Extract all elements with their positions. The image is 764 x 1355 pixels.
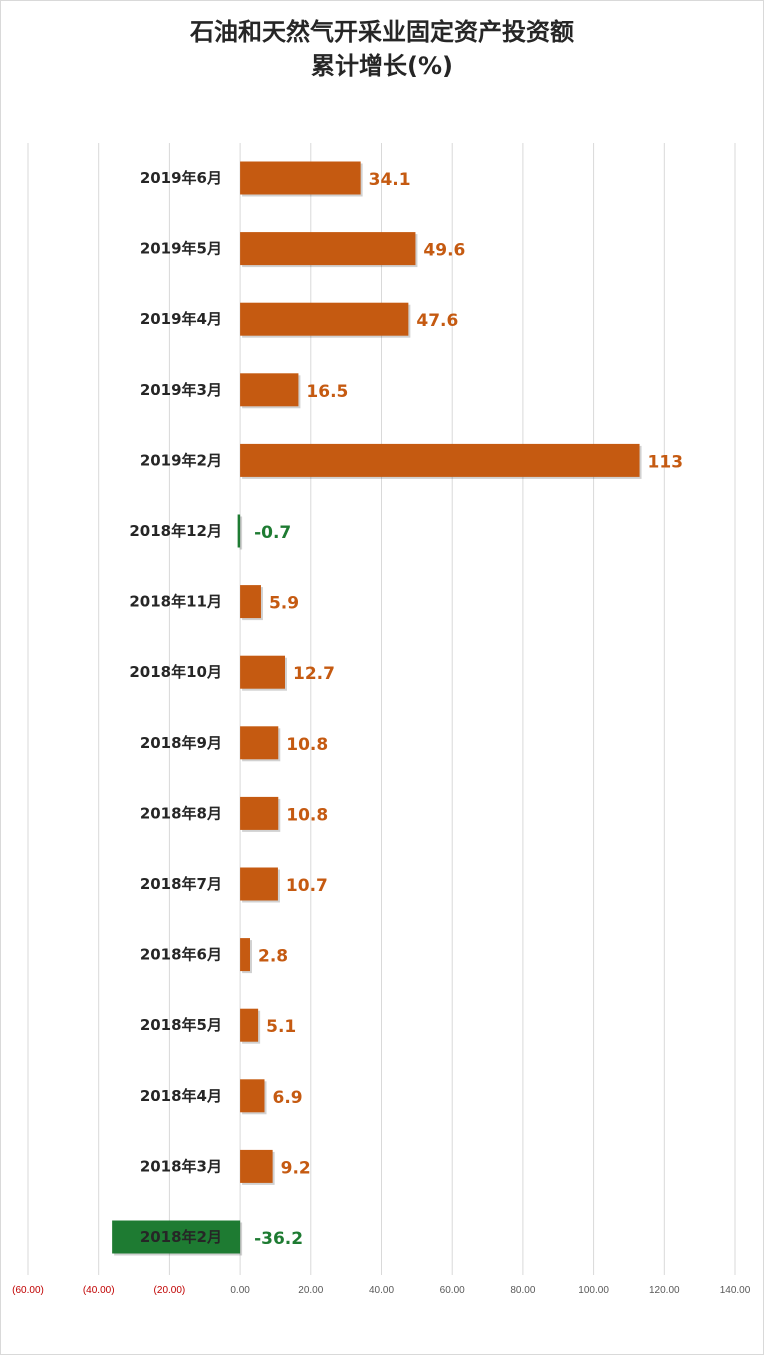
bar [240, 302, 409, 336]
category-label: 2019年3月 [140, 381, 222, 399]
data-label: -36.2 [254, 1229, 303, 1249]
bar [240, 938, 250, 972]
bar [240, 232, 416, 266]
bar [240, 443, 640, 477]
data-label: 34.1 [369, 170, 411, 190]
x-tick-label: 80.00 [510, 1285, 535, 1296]
data-label: 6.9 [272, 1088, 302, 1108]
x-tick-label: (60.00) [12, 1285, 44, 1296]
data-label: 5.1 [266, 1017, 296, 1037]
data-label: 10.8 [286, 805, 328, 825]
category-label: 2018年7月 [140, 875, 222, 893]
category-label: 2018年8月 [140, 804, 222, 822]
x-tick-label: 60.00 [440, 1285, 465, 1296]
category-label: 2019年4月 [140, 310, 222, 328]
data-label: 2.8 [258, 947, 288, 967]
bar-shadow [239, 516, 243, 550]
category-label: 2018年2月 [140, 1228, 222, 1246]
chart-subtitle: 累计增长(%) [311, 52, 453, 80]
bar [240, 161, 361, 195]
data-label: 49.6 [423, 241, 465, 261]
category-label: 2018年9月 [140, 734, 222, 752]
x-tick-label: (40.00) [83, 1285, 115, 1296]
bar [240, 585, 261, 619]
x-tick-label: 20.00 [298, 1285, 323, 1296]
data-label: 12.7 [293, 664, 335, 684]
bar [240, 655, 285, 689]
data-label: 10.7 [286, 876, 328, 896]
category-label: 2019年6月 [140, 169, 222, 187]
bar [237, 514, 241, 548]
bar [240, 1008, 259, 1042]
bar [240, 373, 299, 407]
category-label: 2018年5月 [140, 1016, 222, 1034]
data-label: -0.7 [254, 523, 291, 543]
bar [240, 796, 279, 830]
bar [240, 1079, 265, 1113]
data-label: 113 [648, 452, 684, 472]
category-label: 2018年11月 [129, 593, 222, 611]
bar [240, 726, 279, 760]
category-label: 2018年4月 [140, 1087, 222, 1105]
data-label: 16.5 [306, 382, 348, 402]
x-tick-label: 100.00 [578, 1285, 609, 1296]
category-label: 2019年2月 [140, 451, 222, 469]
x-tick-label: (20.00) [154, 1285, 186, 1296]
x-tick-label: 40.00 [369, 1285, 394, 1296]
x-tick-label: 140.00 [720, 1285, 751, 1296]
data-label: 47.6 [416, 311, 458, 331]
bar [240, 867, 278, 901]
category-label: 2019年5月 [140, 240, 222, 258]
category-label: 2018年12月 [129, 522, 222, 540]
bar [112, 1220, 241, 1254]
x-tick-label: 0.00 [230, 1285, 250, 1296]
data-label: 9.2 [281, 1158, 311, 1178]
category-label: 2018年6月 [140, 946, 222, 964]
category-label: 2018年3月 [140, 1157, 222, 1175]
data-label: 5.9 [269, 594, 299, 614]
category-label: 2018年10月 [129, 663, 222, 681]
bar [240, 1149, 273, 1183]
x-tick-label: 120.00 [649, 1285, 680, 1296]
data-label: 10.8 [286, 735, 328, 755]
chart-title: 石油和天然气开采业固定资产投资额 [190, 18, 574, 46]
